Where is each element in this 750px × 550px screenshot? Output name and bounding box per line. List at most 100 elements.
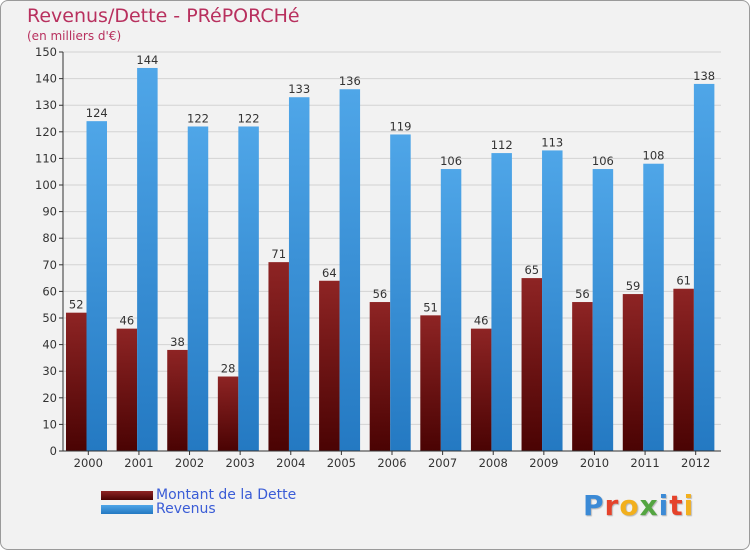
data-label-debt-2004: 71 bbox=[271, 247, 286, 261]
data-label-revenue-2004: 133 bbox=[288, 82, 310, 96]
y-tick-label: 30 bbox=[42, 364, 57, 378]
bar-debt-2009 bbox=[521, 278, 543, 451]
bar-revenue-2006 bbox=[390, 134, 411, 451]
bar-revenue-2002 bbox=[187, 126, 209, 451]
y-tick-label: 60 bbox=[42, 284, 57, 298]
y-tick-label: 40 bbox=[42, 338, 57, 352]
x-tick-label: 2005 bbox=[327, 456, 356, 470]
logo-letter: i bbox=[683, 489, 695, 522]
y-tick-label: 110 bbox=[35, 151, 57, 165]
data-label-revenue-2003: 122 bbox=[238, 111, 260, 125]
bar-debt-2010 bbox=[572, 302, 593, 451]
logo-letter: i bbox=[658, 489, 670, 522]
data-label-revenue-2011: 108 bbox=[643, 149, 665, 163]
bar-revenue-2003 bbox=[238, 126, 259, 451]
bars bbox=[66, 67, 715, 452]
y-tick-label: 120 bbox=[35, 125, 57, 139]
bar-debt-2012 bbox=[673, 288, 694, 451]
legend-item-revenue: Revenus bbox=[101, 501, 216, 517]
bar-debt-2000 bbox=[66, 312, 87, 451]
data-label-debt-2005: 64 bbox=[322, 266, 337, 280]
bar-revenue-2007 bbox=[440, 169, 462, 452]
data-label-debt-2010: 56 bbox=[575, 287, 590, 301]
data-label-revenue-2001: 144 bbox=[136, 53, 158, 67]
bar-revenue-2001 bbox=[137, 67, 158, 452]
x-tick-label: 2012 bbox=[681, 456, 710, 470]
data-label-revenue-2007: 106 bbox=[440, 154, 462, 168]
bar-debt-2001 bbox=[116, 328, 138, 451]
x-tick-label: 2006 bbox=[377, 456, 406, 470]
x-tick-label: 2001 bbox=[124, 456, 153, 470]
data-label-revenue-2006: 119 bbox=[389, 119, 411, 133]
bar-revenue-2009 bbox=[542, 150, 563, 452]
x-tick-label: 2002 bbox=[175, 456, 204, 470]
y-tick-label: 10 bbox=[42, 417, 57, 431]
legend-label-debt: Montant de la Dette bbox=[156, 487, 297, 503]
y-tick-label: 130 bbox=[35, 98, 57, 112]
y-tick-label: 70 bbox=[42, 258, 57, 272]
y-tick-label: 0 bbox=[50, 444, 57, 458]
y-tick-label: 150 bbox=[35, 45, 57, 59]
bar-revenue-2008 bbox=[491, 153, 512, 451]
axes bbox=[62, 52, 721, 452]
bar-debt-2006 bbox=[369, 302, 391, 451]
y-tick-label: 140 bbox=[35, 72, 57, 86]
x-tick-label: 2009 bbox=[529, 456, 558, 470]
data-label-debt-2009: 65 bbox=[524, 263, 539, 277]
logo-letter: x bbox=[639, 489, 659, 522]
bar-revenue-2012 bbox=[693, 83, 715, 452]
data-label-revenue-2008: 112 bbox=[491, 138, 513, 152]
y-tick-label: 50 bbox=[42, 311, 57, 325]
y-tick-label: 100 bbox=[35, 178, 57, 192]
data-label-debt-2011: 59 bbox=[626, 279, 641, 293]
data-label-debt-2000: 52 bbox=[69, 298, 84, 312]
y-axis-ticks: 0 10 20 30 40 50 60 70 80 90 100 110 120 130 140 150 bbox=[35, 45, 63, 458]
data-label-revenue-2000: 124 bbox=[86, 106, 108, 120]
logo-letter: P bbox=[583, 489, 605, 522]
data-label-revenue-2010: 106 bbox=[592, 154, 614, 168]
y-tick-label: 20 bbox=[42, 391, 57, 405]
bar-revenue-2004 bbox=[288, 97, 310, 451]
data-label-debt-2012: 61 bbox=[676, 274, 691, 288]
data-label-debt-2007: 51 bbox=[423, 300, 438, 314]
data-label-debt-2006: 56 bbox=[373, 287, 388, 301]
x-tick-label: 2007 bbox=[428, 456, 457, 470]
data-label-revenue-2005: 136 bbox=[339, 74, 361, 88]
legend-swatch-debt bbox=[101, 490, 153, 500]
legend-swatch-revenue bbox=[101, 504, 153, 514]
chart-subtitle: (en milliers d'€) bbox=[27, 29, 122, 43]
bar-revenue-2011 bbox=[643, 163, 664, 451]
x-tick-label: 2011 bbox=[630, 456, 659, 470]
bar-revenue-2000 bbox=[86, 121, 107, 451]
y-tick-label: 80 bbox=[42, 231, 57, 245]
x-axis-ticks: 2000 2001 2002 2003 2004 2005 2006 2007 2008 2009… bbox=[74, 451, 710, 470]
x-tick-label: 2008 bbox=[479, 456, 508, 470]
data-label-debt-2002: 38 bbox=[170, 335, 185, 349]
data-label-revenue-2002: 122 bbox=[187, 111, 209, 125]
bar-debt-2005 bbox=[319, 280, 340, 451]
x-tick-label: 2004 bbox=[276, 456, 305, 470]
data-label-revenue-2012: 138 bbox=[693, 69, 715, 83]
logo-letter: t bbox=[669, 489, 684, 522]
legend-label-revenue: Revenus bbox=[156, 501, 216, 517]
data-label-debt-2008: 46 bbox=[474, 314, 489, 328]
data-labels: 52 124 46 144 38 122 28 122 71 133 64 136 56 119 51 106… bbox=[69, 53, 715, 376]
x-tick-label: 2003 bbox=[226, 456, 255, 470]
chart-title: Revenus/Dette - PRéPORCHé bbox=[27, 5, 300, 27]
bar-debt-2008 bbox=[470, 328, 492, 451]
data-label-debt-2003: 28 bbox=[221, 362, 236, 376]
data-label-revenue-2009: 113 bbox=[541, 135, 563, 149]
proxiti-logo: Proxiti bbox=[583, 489, 694, 522]
y-tick-label: 90 bbox=[42, 205, 57, 219]
x-tick-label: 2000 bbox=[74, 456, 103, 470]
bar-debt-2007 bbox=[420, 315, 441, 451]
bar-revenue-2010 bbox=[592, 169, 614, 452]
bar-debt-2004 bbox=[268, 262, 289, 451]
x-tick-label: 2010 bbox=[580, 456, 609, 470]
bar-debt-2011 bbox=[622, 294, 644, 451]
data-label-debt-2001: 46 bbox=[120, 314, 135, 328]
bar-debt-2002 bbox=[167, 349, 188, 451]
bar-debt-2003 bbox=[217, 376, 239, 451]
